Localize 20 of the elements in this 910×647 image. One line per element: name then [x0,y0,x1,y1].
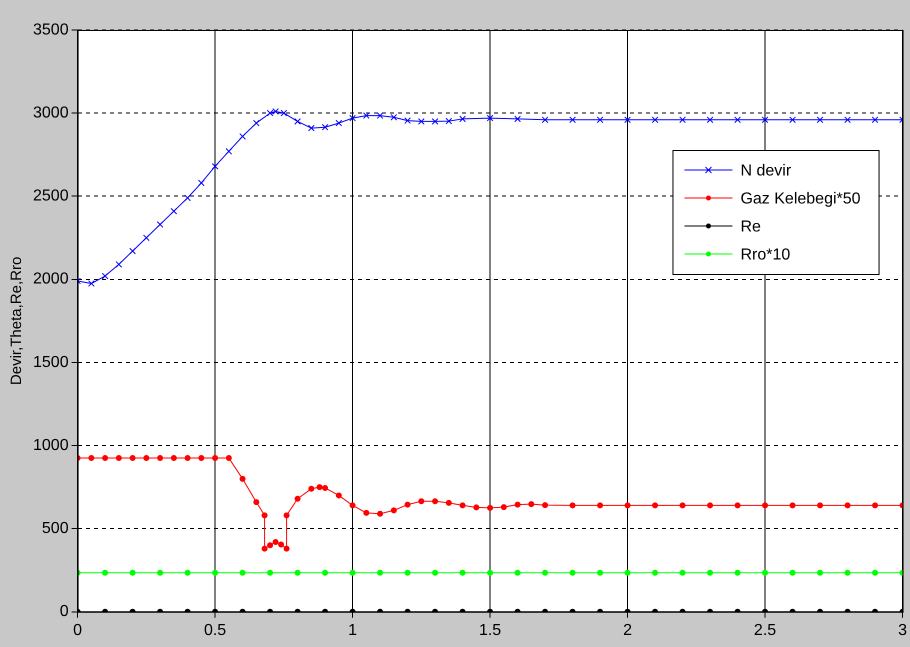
y-tick-label: 2500 [33,188,69,205]
y-tick-label: 2000 [33,270,69,288]
x-tick-label: 2.5 [754,622,776,639]
y-tick-label: 3000 [33,104,69,122]
y-tick-label: 1000 [33,436,69,454]
legend-label: N devir [740,162,792,180]
x-tick-label: 0 [73,622,82,639]
x-tick-label: 0.5 [204,622,226,639]
legend-label: Re [740,218,762,236]
y-tick-label: 0 [60,603,69,620]
legend-label: Rro*10 [740,246,790,264]
legend-label: Gaz Kelebegi*50 [740,190,861,208]
x-tick-label: 3 [898,622,908,639]
y-tick-label: 1500 [33,354,69,371]
x-tick-label: 2 [623,622,632,639]
y-tick-label: 3500 [33,21,69,38]
x-tick-label: 1.5 [478,622,502,639]
y-axis-title: Devir,Theta,Re,Rro [8,256,26,386]
x-tick-label: 1 [348,622,358,639]
y-tick-label: 500 [42,520,69,538]
